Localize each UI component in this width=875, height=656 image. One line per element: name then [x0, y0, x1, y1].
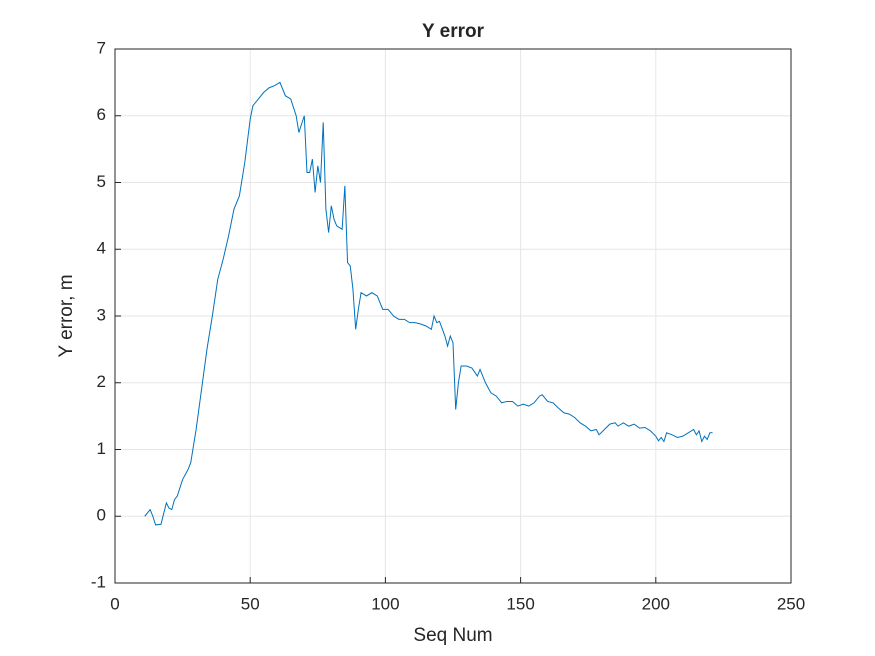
axes-box — [114, 48, 792, 584]
x-tick-label: 100 — [371, 594, 399, 613]
x-tick-label: 250 — [777, 594, 805, 613]
y-tick-label: 3 — [97, 305, 106, 324]
data-line — [144, 81, 713, 526]
x-axis-label: Seq Num — [413, 625, 492, 646]
x-tick-label: 0 — [110, 594, 119, 613]
y-tick-label: 0 — [97, 506, 106, 525]
y-tick-label: 2 — [97, 372, 106, 391]
x-tick-label: 200 — [642, 594, 670, 613]
y-axis-label: Y error, m — [56, 274, 77, 357]
x-tick-label: 150 — [506, 594, 534, 613]
plot-area — [144, 81, 713, 526]
y-tick-label: 4 — [97, 239, 106, 258]
grid — [114, 48, 792, 584]
y-tick-label: 5 — [97, 172, 106, 191]
chart-title: Y error — [422, 21, 485, 42]
y-tick-label: 7 — [97, 38, 106, 57]
x-tick-label: 50 — [241, 594, 260, 613]
y-tick-label: 1 — [97, 439, 106, 458]
y-tick-label: 6 — [97, 105, 106, 124]
y-tick-label: -1 — [91, 572, 106, 591]
